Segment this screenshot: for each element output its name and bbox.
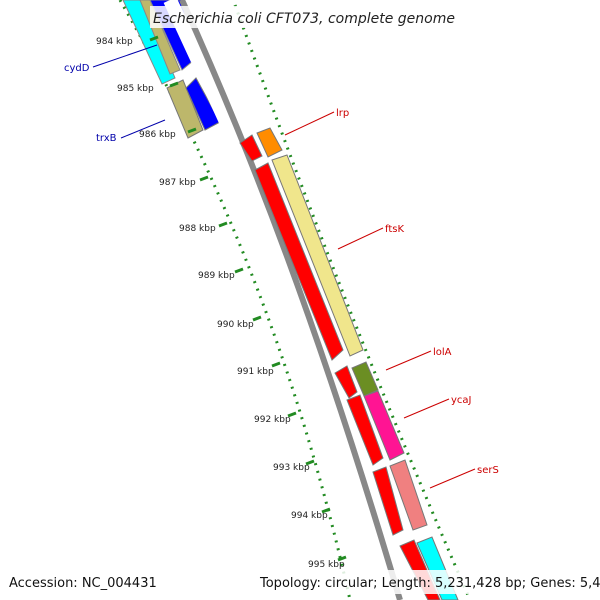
topology-text: Topology: circular; Length: 5,231,428 bp… xyxy=(259,576,600,591)
gene-label-trxB: trxB xyxy=(96,133,117,144)
tick-label: 986 kbp xyxy=(139,130,176,140)
red-cds-4 xyxy=(346,394,384,466)
separator-band xyxy=(163,0,427,600)
gene-ycaJ-shape xyxy=(363,390,405,461)
backbone xyxy=(179,0,403,600)
tick-label: 985 kbp xyxy=(117,84,154,94)
tick-label: 995 kbp xyxy=(308,560,345,570)
tick-labels: 984 kbp 985 kbp 986 kbp 987 kbp 988 kbp … xyxy=(96,37,345,570)
gene-label-lrp: lrp xyxy=(336,108,349,119)
gene-label-serS: serS xyxy=(477,465,499,476)
tick-marks xyxy=(149,35,347,562)
tick-label: 990 kbp xyxy=(217,320,254,330)
gene-label-lolA: lolA xyxy=(433,347,452,358)
gene-serS-shape xyxy=(389,459,428,531)
gene-lolA-shape xyxy=(351,361,379,397)
red-cds-3 xyxy=(334,365,358,399)
tick-label: 989 kbp xyxy=(198,271,235,281)
gene-label-cydD: cydD xyxy=(64,63,90,74)
map-title: Escherichia coli CFT073, complete genome xyxy=(153,11,455,27)
red-cds-1 xyxy=(239,134,263,162)
red-cds-2 xyxy=(254,162,344,361)
tick-label: 993 kbp xyxy=(273,463,310,473)
tick-ring-outer xyxy=(233,4,472,600)
title-background xyxy=(150,6,450,28)
accession-text: Accession: NC_004431 xyxy=(9,576,157,591)
gene-lrp-shape xyxy=(256,127,283,158)
gene-strand xyxy=(256,127,459,600)
gene-labels: cydD trxB lrp ftsK lolA ycaJ serS xyxy=(64,63,499,476)
callout-lines xyxy=(92,44,476,489)
tick-label: 987 kbp xyxy=(159,178,196,188)
gene-ftsK-shape xyxy=(271,154,364,357)
tick-label: 988 kbp xyxy=(179,224,216,234)
red-cds-5 xyxy=(372,466,404,536)
tick-label: 991 kbp xyxy=(237,367,274,377)
gene-label-ftsK: ftsK xyxy=(385,224,404,235)
gene-label-ycaJ: ycaJ xyxy=(451,395,472,406)
tick-label: 992 kbp xyxy=(254,415,291,425)
tick-label: 994 kbp xyxy=(291,511,328,521)
footer-background xyxy=(0,570,600,594)
tick-label: 984 kbp xyxy=(96,37,133,47)
cyan-feature-top xyxy=(122,0,176,85)
